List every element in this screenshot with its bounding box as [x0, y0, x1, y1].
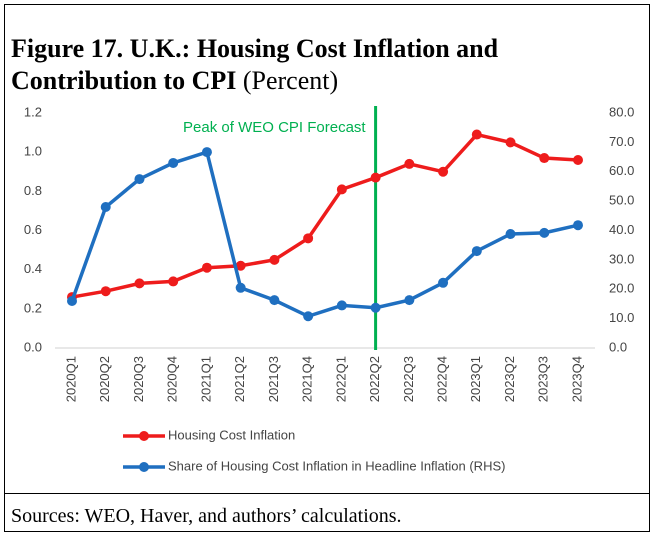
- x-tick-label: 2021Q3: [266, 356, 281, 402]
- data-point: [168, 276, 179, 287]
- data-point: [235, 260, 246, 271]
- x-tick-label: 2022Q4: [435, 356, 450, 402]
- data-point: [505, 229, 516, 240]
- y-tick-label: 1.0: [24, 144, 42, 159]
- x-tick-label: 2021Q1: [198, 356, 213, 402]
- x-tick-label: 2021Q2: [232, 356, 247, 402]
- x-tick-label: 2020Q4: [165, 356, 180, 402]
- y2-tick-label: 0.0: [609, 339, 627, 354]
- series-line: [70, 149, 579, 319]
- data-point: [505, 137, 516, 148]
- chart-subtitle: (Percent): [242, 66, 339, 95]
- data-point: [336, 300, 347, 311]
- y2-tick-label: 60.0: [609, 163, 634, 178]
- x-tick-label: 2020Q2: [97, 356, 112, 402]
- legend-label: Share of Housing Cost Inflation in Headl…: [168, 458, 505, 473]
- data-point: [471, 246, 482, 257]
- frame: Figure 17. U.K.: Housing Cost Inflation …: [4, 4, 650, 532]
- data-point: [269, 295, 280, 306]
- legend-label: Housing Cost Inflation: [168, 427, 295, 442]
- title-block: Figure 17. U.K.: Housing Cost Inflation …: [11, 33, 631, 97]
- y2-tick-label: 20.0: [609, 281, 634, 296]
- y2-tick-label: 70.0: [609, 134, 634, 149]
- data-point: [404, 295, 415, 306]
- y-tick-label: 1.2: [24, 104, 42, 119]
- data-point: [168, 157, 179, 168]
- annotation-text: Peak of WEO CPI Forecast: [183, 119, 366, 136]
- data-point: [539, 153, 550, 164]
- data-point: [471, 129, 482, 140]
- data-point: [404, 158, 415, 169]
- series-line: [71, 132, 579, 299]
- data-point: [303, 233, 314, 244]
- data-point: [201, 262, 212, 273]
- y2-tick-label: 40.0: [609, 222, 634, 237]
- y-tick-label: 0.6: [24, 222, 42, 237]
- data-point: [573, 155, 583, 165]
- data-point: [100, 202, 111, 212]
- y2-tick-label: 50.0: [609, 193, 634, 208]
- x-tick-label: 2022Q3: [401, 356, 416, 402]
- y2-tick-label: 80.0: [609, 104, 634, 119]
- data-point: [134, 174, 145, 185]
- data-point: [201, 147, 212, 158]
- x-tick-label: 2021Q4: [300, 356, 315, 402]
- source-note: Sources: WEO, Haver, and authors’ calcul…: [11, 505, 402, 527]
- x-tick-label: 2020Q1: [63, 356, 78, 402]
- chart-title: Figure 17. U.K.: Housing Cost Inflation …: [11, 34, 499, 95]
- data-point: [370, 172, 381, 183]
- x-tick-label: 2023Q4: [569, 356, 584, 402]
- x-tick-label: 2022Q2: [367, 356, 382, 402]
- x-tick-label: 2022Q1: [333, 356, 348, 402]
- data-point: [370, 302, 381, 313]
- y-tick-label: 0.2: [24, 300, 42, 315]
- data-point: [303, 311, 314, 322]
- y-tick-label: 0.0: [24, 339, 42, 354]
- data-point: [438, 277, 449, 288]
- data-point: [235, 282, 246, 293]
- data-point: [134, 278, 145, 289]
- legend-marker: [139, 431, 149, 441]
- y-tick-label: 0.8: [24, 183, 42, 198]
- x-tick-label: 2023Q3: [536, 356, 551, 402]
- data-point: [100, 286, 111, 297]
- separator: [5, 493, 649, 494]
- legend-marker: [139, 462, 149, 472]
- data-point: [573, 220, 583, 231]
- x-tick-label: 2023Q2: [502, 356, 517, 402]
- data-point: [269, 254, 280, 265]
- data-point: [438, 166, 449, 177]
- data-point: [539, 227, 550, 238]
- y2-tick-label: 30.0: [609, 251, 634, 266]
- data-point: [336, 184, 347, 195]
- x-tick-label: 2020Q3: [131, 356, 146, 402]
- data-point: [67, 296, 77, 306]
- y2-tick-label: 10.0: [609, 310, 634, 325]
- y-tick-label: 0.4: [24, 261, 42, 276]
- x-tick-label: 2023Q1: [468, 356, 483, 402]
